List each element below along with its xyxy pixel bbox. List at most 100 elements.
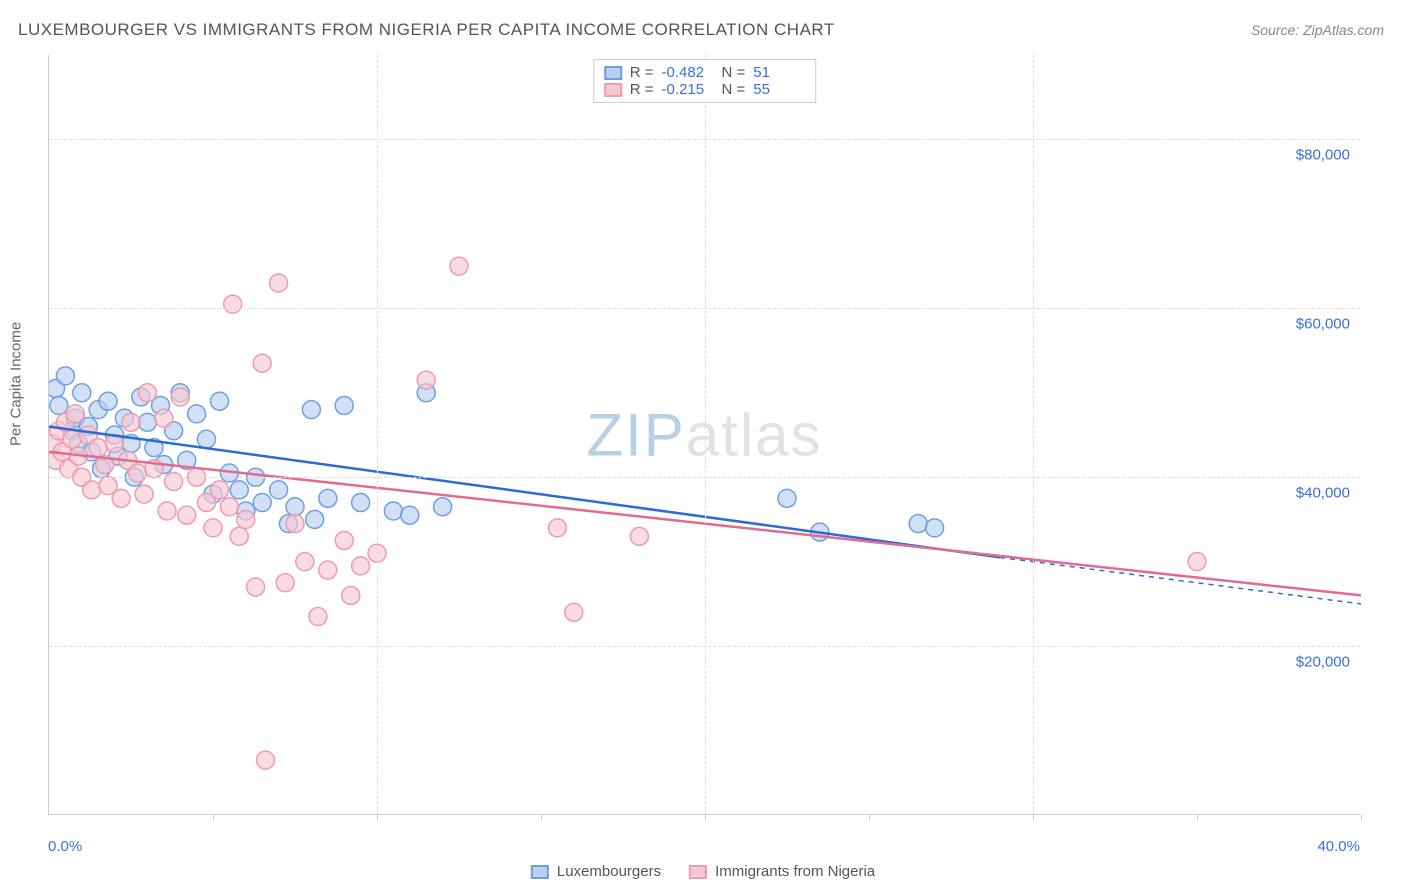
r-value-nig: -0.215: [662, 81, 714, 98]
data-point-lux: [211, 392, 229, 410]
r-label: R =: [630, 81, 654, 98]
legend-item-lux: Luxembourgers: [531, 863, 661, 880]
x-tick: [541, 814, 542, 820]
data-point-nig: [276, 574, 294, 592]
data-point-lux: [73, 384, 91, 402]
data-point-lux: [138, 413, 156, 431]
chart-title: LUXEMBOURGER VS IMMIGRANTS FROM NIGERIA …: [18, 20, 835, 40]
data-point-nig: [158, 502, 176, 520]
data-point-nig: [63, 430, 81, 448]
n-value-nig: 55: [753, 81, 805, 98]
x-tick: [869, 814, 870, 820]
data-point-nig: [247, 578, 265, 596]
swatch-nig-icon: [604, 83, 622, 97]
stats-legend-box: R = -0.482 N = 51 R = -0.215 N = 55: [593, 59, 817, 103]
r-label: R =: [630, 64, 654, 81]
data-point-nig: [630, 527, 648, 545]
x-tick: [1361, 814, 1362, 820]
data-point-nig: [138, 384, 156, 402]
data-point-nig: [165, 472, 183, 490]
data-point-nig: [296, 553, 314, 571]
data-point-nig: [129, 464, 147, 482]
data-point-lux: [778, 489, 796, 507]
data-point-lux: [401, 506, 419, 524]
n-value-lux: 51: [753, 64, 805, 81]
y-tick-label: $60,000: [1296, 316, 1350, 333]
data-point-nig: [565, 603, 583, 621]
y-tick-label: $20,000: [1296, 654, 1350, 671]
x-axis-min-label: 0.0%: [48, 838, 82, 855]
data-point-lux: [319, 489, 337, 507]
data-point-nig: [319, 561, 337, 579]
grid-line-v: [1033, 55, 1034, 814]
data-point-nig: [220, 498, 238, 516]
data-point-nig: [155, 409, 173, 427]
data-point-lux: [188, 405, 206, 423]
data-point-nig: [112, 489, 130, 507]
swatch-lux-icon: [531, 865, 549, 879]
y-tick-label: $40,000: [1296, 485, 1350, 502]
data-point-nig: [309, 608, 327, 626]
y-tick-label: $80,000: [1296, 147, 1350, 164]
data-point-lux: [335, 396, 353, 414]
x-axis-max-label: 40.0%: [1317, 838, 1360, 855]
data-point-nig: [211, 481, 229, 499]
data-point-lux: [926, 519, 944, 537]
data-point-lux: [286, 498, 304, 516]
stats-row-lux: R = -0.482 N = 51: [604, 64, 806, 81]
y-axis-title: Per Capita Income: [8, 322, 25, 446]
grid-line-v: [705, 55, 706, 814]
n-label: N =: [722, 81, 746, 98]
x-tick: [1033, 814, 1034, 820]
data-point-nig: [66, 405, 84, 423]
swatch-lux-icon: [604, 66, 622, 80]
data-point-lux: [302, 401, 320, 419]
data-point-nig: [253, 354, 271, 372]
data-point-nig: [230, 527, 248, 545]
data-point-lux: [253, 494, 271, 512]
swatch-nig-icon: [689, 865, 707, 879]
data-point-nig: [204, 519, 222, 537]
grid-line-v: [377, 55, 378, 814]
data-point-nig: [352, 557, 370, 575]
x-tick: [705, 814, 706, 820]
plot-area: ZIPatlas R = -0.482 N = 51 R = -0.215 N …: [48, 55, 1360, 815]
data-point-nig: [417, 371, 435, 389]
data-point-lux: [56, 367, 74, 385]
data-point-lux: [909, 515, 927, 533]
stats-row-nig: R = -0.215 N = 55: [604, 81, 806, 98]
data-point-lux: [230, 481, 248, 499]
data-point-nig: [548, 519, 566, 537]
data-point-nig: [178, 506, 196, 524]
x-tick: [377, 814, 378, 820]
data-point-nig: [122, 413, 140, 431]
data-point-lux: [99, 392, 117, 410]
trend-line-lux: [49, 427, 1000, 558]
data-point-nig: [171, 388, 189, 406]
data-point-lux: [270, 481, 288, 499]
data-point-lux: [384, 502, 402, 520]
r-value-lux: -0.482: [662, 64, 714, 81]
data-point-nig: [237, 510, 255, 528]
x-tick: [1197, 814, 1198, 820]
n-label: N =: [722, 64, 746, 81]
data-point-nig: [335, 532, 353, 550]
data-point-lux: [434, 498, 452, 516]
bottom-legend: Luxembourgers Immigrants from Nigeria: [531, 863, 875, 880]
data-point-nig: [270, 274, 288, 292]
trend-line-dash-lux: [1000, 557, 1361, 603]
legend-item-nig: Immigrants from Nigeria: [689, 863, 875, 880]
data-point-nig: [224, 295, 242, 313]
data-point-nig: [286, 515, 304, 533]
data-point-lux: [50, 396, 68, 414]
data-point-nig: [1188, 553, 1206, 571]
legend-label-nig: Immigrants from Nigeria: [715, 863, 875, 880]
x-tick: [213, 814, 214, 820]
data-point-nig: [135, 485, 153, 503]
data-point-nig: [450, 257, 468, 275]
legend-label-lux: Luxembourgers: [557, 863, 661, 880]
data-point-lux: [352, 494, 370, 512]
data-point-lux: [306, 510, 324, 528]
data-point-nig: [342, 586, 360, 604]
source-attribution: Source: ZipAtlas.com: [1251, 22, 1384, 38]
